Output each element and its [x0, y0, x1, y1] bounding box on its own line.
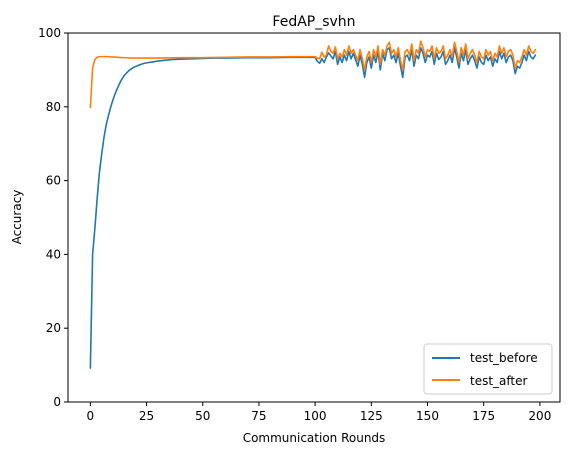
y-tick-label: 80 — [46, 100, 61, 114]
chart-title: FedAP_svhn — [272, 14, 355, 30]
legend-label-test-before: test_before — [470, 351, 538, 365]
y-tick-label: 20 — [46, 321, 61, 335]
axes-frame — [67, 32, 561, 403]
x-tick-label: 150 — [416, 409, 439, 423]
x-tick-label: 200 — [528, 409, 551, 423]
x-tick-label: 100 — [304, 409, 327, 423]
y-tick-label: 40 — [46, 247, 61, 261]
x-tick-label: 125 — [360, 409, 383, 423]
x-tick-label: 50 — [195, 409, 210, 423]
x-tick-label: 0 — [87, 409, 95, 423]
x-tick-label: 25 — [139, 409, 154, 423]
y-axis-label: Accuracy — [10, 190, 24, 245]
x-axis: 0 25 50 75 100 125 150 175 200 — [87, 402, 551, 423]
y-tick-label: 0 — [53, 395, 61, 409]
series-line-test-before — [89, 46, 537, 369]
plot-area — [89, 40, 537, 369]
x-tick-label: 175 — [472, 409, 495, 423]
y-tick-label: 60 — [46, 174, 61, 188]
x-tick-label: 75 — [251, 409, 266, 423]
legend-label-test-after: test_after — [470, 374, 528, 388]
x-axis-label: Communication Rounds — [243, 431, 386, 445]
y-tick-label: 100 — [38, 26, 61, 40]
series-line-test-after — [89, 40, 537, 109]
legend: test_before test_after — [423, 343, 553, 395]
legend-box — [423, 343, 553, 395]
y-axis: 0 20 40 60 80 100 — [38, 26, 68, 409]
